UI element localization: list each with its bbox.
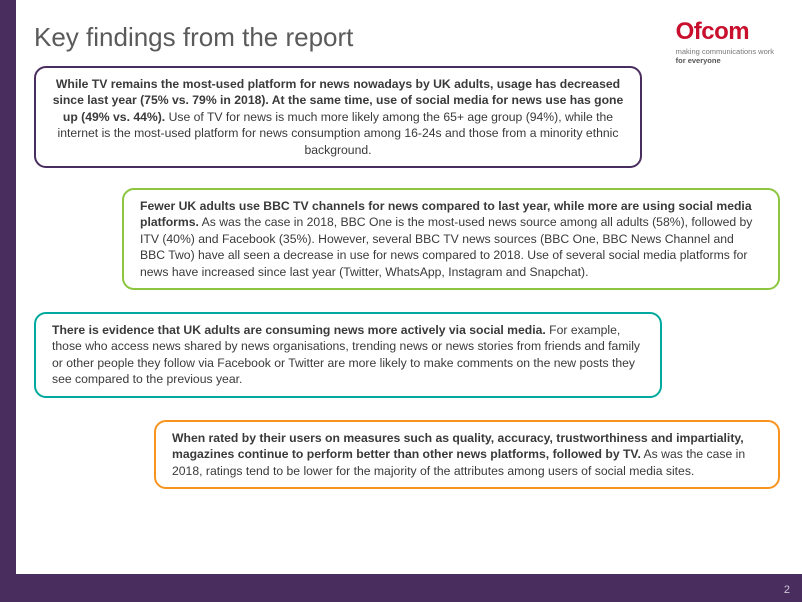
footer-bar: 2 <box>0 574 802 602</box>
ofcom-logo: Ofcom making communications work for eve… <box>676 20 774 65</box>
finding-text-3: There is evidence that UK adults are con… <box>52 322 644 388</box>
slide: Key findings from the report Ofcom makin… <box>0 0 802 602</box>
logo-tagline: making communications work for everyone <box>676 47 774 65</box>
finding-lead-3: There is evidence that UK adults are con… <box>52 323 546 337</box>
finding-rest-2: As was the case in 2018, BBC One is the … <box>140 215 752 278</box>
logo-wordmark: Ofcom <box>676 20 774 44</box>
finding-text-1: While TV remains the most-used platform … <box>52 76 624 158</box>
finding-box-1: While TV remains the most-used platform … <box>34 66 642 168</box>
logo-tagline-1: making communications work <box>676 47 774 56</box>
finding-box-3: There is evidence that UK adults are con… <box>34 312 662 398</box>
logo-tagline-2: for everyone <box>676 56 721 65</box>
finding-box-4: When rated by their users on measures su… <box>154 420 780 489</box>
finding-box-2: Fewer UK adults use BBC TV channels for … <box>122 188 780 290</box>
page-number: 2 <box>784 584 790 596</box>
finding-text-2: Fewer UK adults use BBC TV channels for … <box>140 198 762 280</box>
finding-text-4: When rated by their users on measures su… <box>172 430 762 479</box>
page-title: Key findings from the report <box>34 22 353 53</box>
